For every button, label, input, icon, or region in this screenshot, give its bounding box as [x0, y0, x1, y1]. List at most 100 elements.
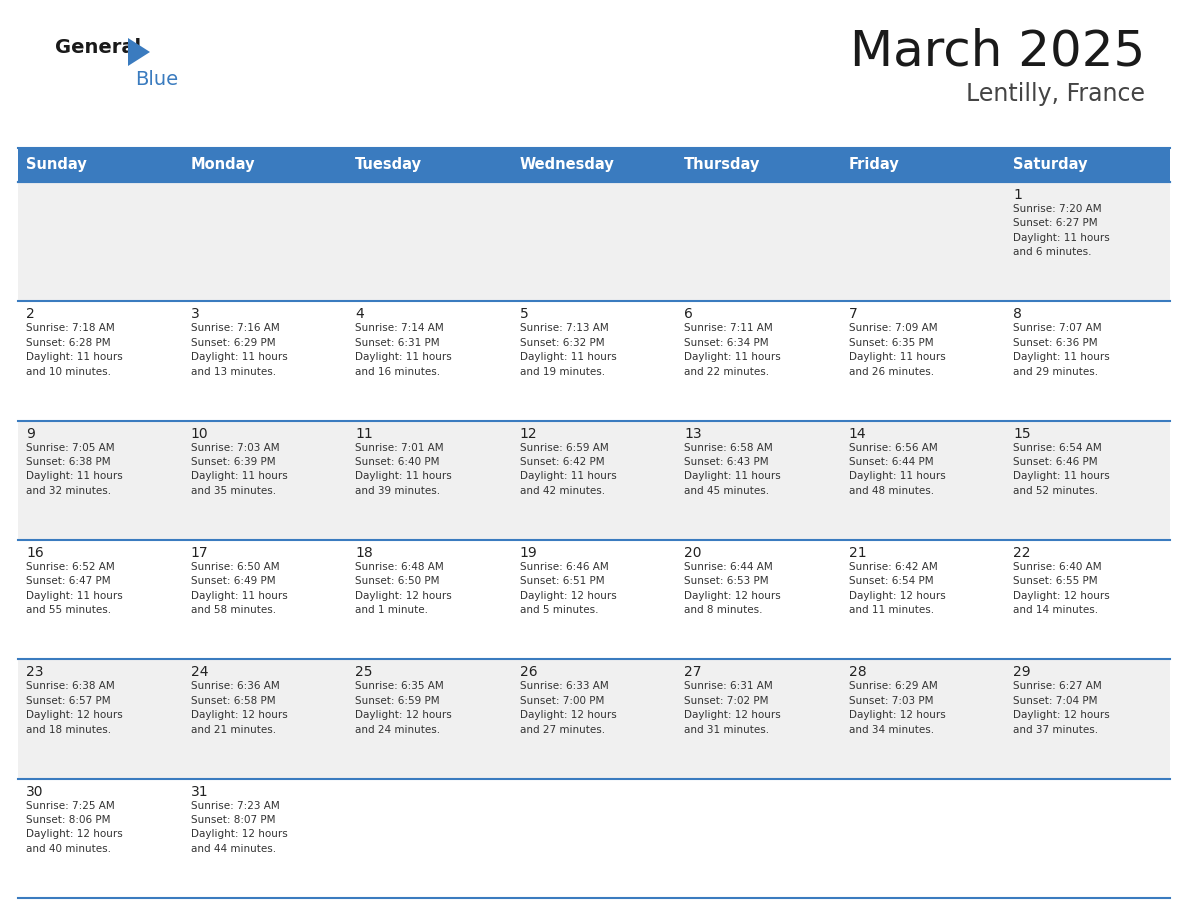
Text: March 2025: March 2025	[849, 28, 1145, 76]
Text: 10: 10	[190, 427, 208, 441]
Bar	[18, 182, 183, 301]
Bar	[512, 182, 676, 301]
Bar	[841, 148, 1005, 182]
Bar	[183, 778, 347, 898]
Text: 15: 15	[1013, 427, 1031, 441]
Bar	[841, 301, 1005, 420]
Bar	[183, 148, 347, 182]
Bar	[183, 540, 347, 659]
Bar	[1005, 420, 1170, 540]
Text: Sunday: Sunday	[26, 158, 87, 173]
Bar	[676, 659, 841, 778]
Bar	[841, 182, 1005, 301]
Text: Sunrise: 7:13 AM
Sunset: 6:32 PM
Daylight: 11 hours
and 19 minutes.: Sunrise: 7:13 AM Sunset: 6:32 PM Dayligh…	[519, 323, 617, 376]
Bar	[18, 148, 183, 182]
Text: 8: 8	[1013, 308, 1023, 321]
Text: 20: 20	[684, 546, 702, 560]
Text: 24: 24	[190, 666, 208, 679]
Text: 9: 9	[26, 427, 34, 441]
Bar	[676, 148, 841, 182]
Text: 17: 17	[190, 546, 208, 560]
Text: 13: 13	[684, 427, 702, 441]
Bar	[841, 659, 1005, 778]
Bar	[1005, 540, 1170, 659]
Bar	[347, 420, 512, 540]
Text: Sunrise: 7:05 AM
Sunset: 6:38 PM
Daylight: 11 hours
and 32 minutes.: Sunrise: 7:05 AM Sunset: 6:38 PM Dayligh…	[26, 442, 122, 496]
Text: Sunrise: 7:18 AM
Sunset: 6:28 PM
Daylight: 11 hours
and 10 minutes.: Sunrise: 7:18 AM Sunset: 6:28 PM Dayligh…	[26, 323, 122, 376]
Text: 23: 23	[26, 666, 44, 679]
Text: Sunrise: 6:38 AM
Sunset: 6:57 PM
Daylight: 12 hours
and 18 minutes.: Sunrise: 6:38 AM Sunset: 6:57 PM Dayligh…	[26, 681, 122, 734]
Text: Sunrise: 6:58 AM
Sunset: 6:43 PM
Daylight: 11 hours
and 45 minutes.: Sunrise: 6:58 AM Sunset: 6:43 PM Dayligh…	[684, 442, 781, 496]
Text: Sunrise: 7:14 AM
Sunset: 6:31 PM
Daylight: 11 hours
and 16 minutes.: Sunrise: 7:14 AM Sunset: 6:31 PM Dayligh…	[355, 323, 451, 376]
Text: Sunrise: 6:56 AM
Sunset: 6:44 PM
Daylight: 11 hours
and 48 minutes.: Sunrise: 6:56 AM Sunset: 6:44 PM Dayligh…	[849, 442, 946, 496]
Bar	[18, 301, 183, 420]
Text: Lentilly, France: Lentilly, France	[966, 82, 1145, 106]
Text: Sunrise: 6:40 AM
Sunset: 6:55 PM
Daylight: 12 hours
and 14 minutes.: Sunrise: 6:40 AM Sunset: 6:55 PM Dayligh…	[1013, 562, 1110, 615]
Bar	[676, 420, 841, 540]
Text: 29: 29	[1013, 666, 1031, 679]
Text: Sunrise: 7:03 AM
Sunset: 6:39 PM
Daylight: 11 hours
and 35 minutes.: Sunrise: 7:03 AM Sunset: 6:39 PM Dayligh…	[190, 442, 287, 496]
Bar	[512, 659, 676, 778]
Text: 31: 31	[190, 785, 208, 799]
Bar	[676, 540, 841, 659]
Bar	[676, 182, 841, 301]
Text: 18: 18	[355, 546, 373, 560]
Text: 27: 27	[684, 666, 702, 679]
Text: Sunrise: 6:59 AM
Sunset: 6:42 PM
Daylight: 11 hours
and 42 minutes.: Sunrise: 6:59 AM Sunset: 6:42 PM Dayligh…	[519, 442, 617, 496]
Text: Blue: Blue	[135, 70, 178, 89]
Text: 21: 21	[849, 546, 866, 560]
Text: Friday: Friday	[849, 158, 899, 173]
Text: Sunrise: 7:20 AM
Sunset: 6:27 PM
Daylight: 11 hours
and 6 minutes.: Sunrise: 7:20 AM Sunset: 6:27 PM Dayligh…	[1013, 204, 1110, 257]
Text: 22: 22	[1013, 546, 1031, 560]
Bar	[347, 659, 512, 778]
Bar	[512, 420, 676, 540]
Text: Sunrise: 6:36 AM
Sunset: 6:58 PM
Daylight: 12 hours
and 21 minutes.: Sunrise: 6:36 AM Sunset: 6:58 PM Dayligh…	[190, 681, 287, 734]
Text: Monday: Monday	[190, 158, 255, 173]
Bar	[18, 420, 183, 540]
Text: 16: 16	[26, 546, 44, 560]
Text: Sunrise: 7:07 AM
Sunset: 6:36 PM
Daylight: 11 hours
and 29 minutes.: Sunrise: 7:07 AM Sunset: 6:36 PM Dayligh…	[1013, 323, 1110, 376]
Text: Sunrise: 6:27 AM
Sunset: 7:04 PM
Daylight: 12 hours
and 37 minutes.: Sunrise: 6:27 AM Sunset: 7:04 PM Dayligh…	[1013, 681, 1110, 734]
Bar	[347, 540, 512, 659]
Text: Sunrise: 6:35 AM
Sunset: 6:59 PM
Daylight: 12 hours
and 24 minutes.: Sunrise: 6:35 AM Sunset: 6:59 PM Dayligh…	[355, 681, 451, 734]
Text: Sunrise: 7:25 AM
Sunset: 8:06 PM
Daylight: 12 hours
and 40 minutes.: Sunrise: 7:25 AM Sunset: 8:06 PM Dayligh…	[26, 800, 122, 854]
Text: 11: 11	[355, 427, 373, 441]
Text: 30: 30	[26, 785, 44, 799]
Bar	[347, 301, 512, 420]
Bar	[18, 659, 183, 778]
Text: 5: 5	[519, 308, 529, 321]
Text: 12: 12	[519, 427, 537, 441]
Text: Sunrise: 6:54 AM
Sunset: 6:46 PM
Daylight: 11 hours
and 52 minutes.: Sunrise: 6:54 AM Sunset: 6:46 PM Dayligh…	[1013, 442, 1110, 496]
Text: Sunrise: 6:50 AM
Sunset: 6:49 PM
Daylight: 11 hours
and 58 minutes.: Sunrise: 6:50 AM Sunset: 6:49 PM Dayligh…	[190, 562, 287, 615]
Bar	[512, 148, 676, 182]
Text: 1: 1	[1013, 188, 1023, 202]
Polygon shape	[128, 38, 150, 66]
Text: 4: 4	[355, 308, 364, 321]
Bar	[512, 540, 676, 659]
Bar	[347, 778, 512, 898]
Text: Tuesday: Tuesday	[355, 158, 422, 173]
Text: 19: 19	[519, 546, 537, 560]
Text: Sunrise: 7:01 AM
Sunset: 6:40 PM
Daylight: 11 hours
and 39 minutes.: Sunrise: 7:01 AM Sunset: 6:40 PM Dayligh…	[355, 442, 451, 496]
Bar	[512, 778, 676, 898]
Text: 25: 25	[355, 666, 373, 679]
Bar	[676, 301, 841, 420]
Bar	[1005, 778, 1170, 898]
Bar	[512, 301, 676, 420]
Text: Thursday: Thursday	[684, 158, 760, 173]
Text: Sunrise: 6:52 AM
Sunset: 6:47 PM
Daylight: 11 hours
and 55 minutes.: Sunrise: 6:52 AM Sunset: 6:47 PM Dayligh…	[26, 562, 122, 615]
Bar	[18, 778, 183, 898]
Bar	[183, 420, 347, 540]
Bar	[841, 420, 1005, 540]
Text: 26: 26	[519, 666, 537, 679]
Text: Sunrise: 6:48 AM
Sunset: 6:50 PM
Daylight: 12 hours
and 1 minute.: Sunrise: 6:48 AM Sunset: 6:50 PM Dayligh…	[355, 562, 451, 615]
Text: Sunrise: 6:33 AM
Sunset: 7:00 PM
Daylight: 12 hours
and 27 minutes.: Sunrise: 6:33 AM Sunset: 7:00 PM Dayligh…	[519, 681, 617, 734]
Text: 28: 28	[849, 666, 866, 679]
Text: 3: 3	[190, 308, 200, 321]
Text: 14: 14	[849, 427, 866, 441]
Text: Sunrise: 6:44 AM
Sunset: 6:53 PM
Daylight: 12 hours
and 8 minutes.: Sunrise: 6:44 AM Sunset: 6:53 PM Dayligh…	[684, 562, 781, 615]
Text: 6: 6	[684, 308, 693, 321]
Bar	[1005, 659, 1170, 778]
Bar	[1005, 148, 1170, 182]
Bar	[18, 540, 183, 659]
